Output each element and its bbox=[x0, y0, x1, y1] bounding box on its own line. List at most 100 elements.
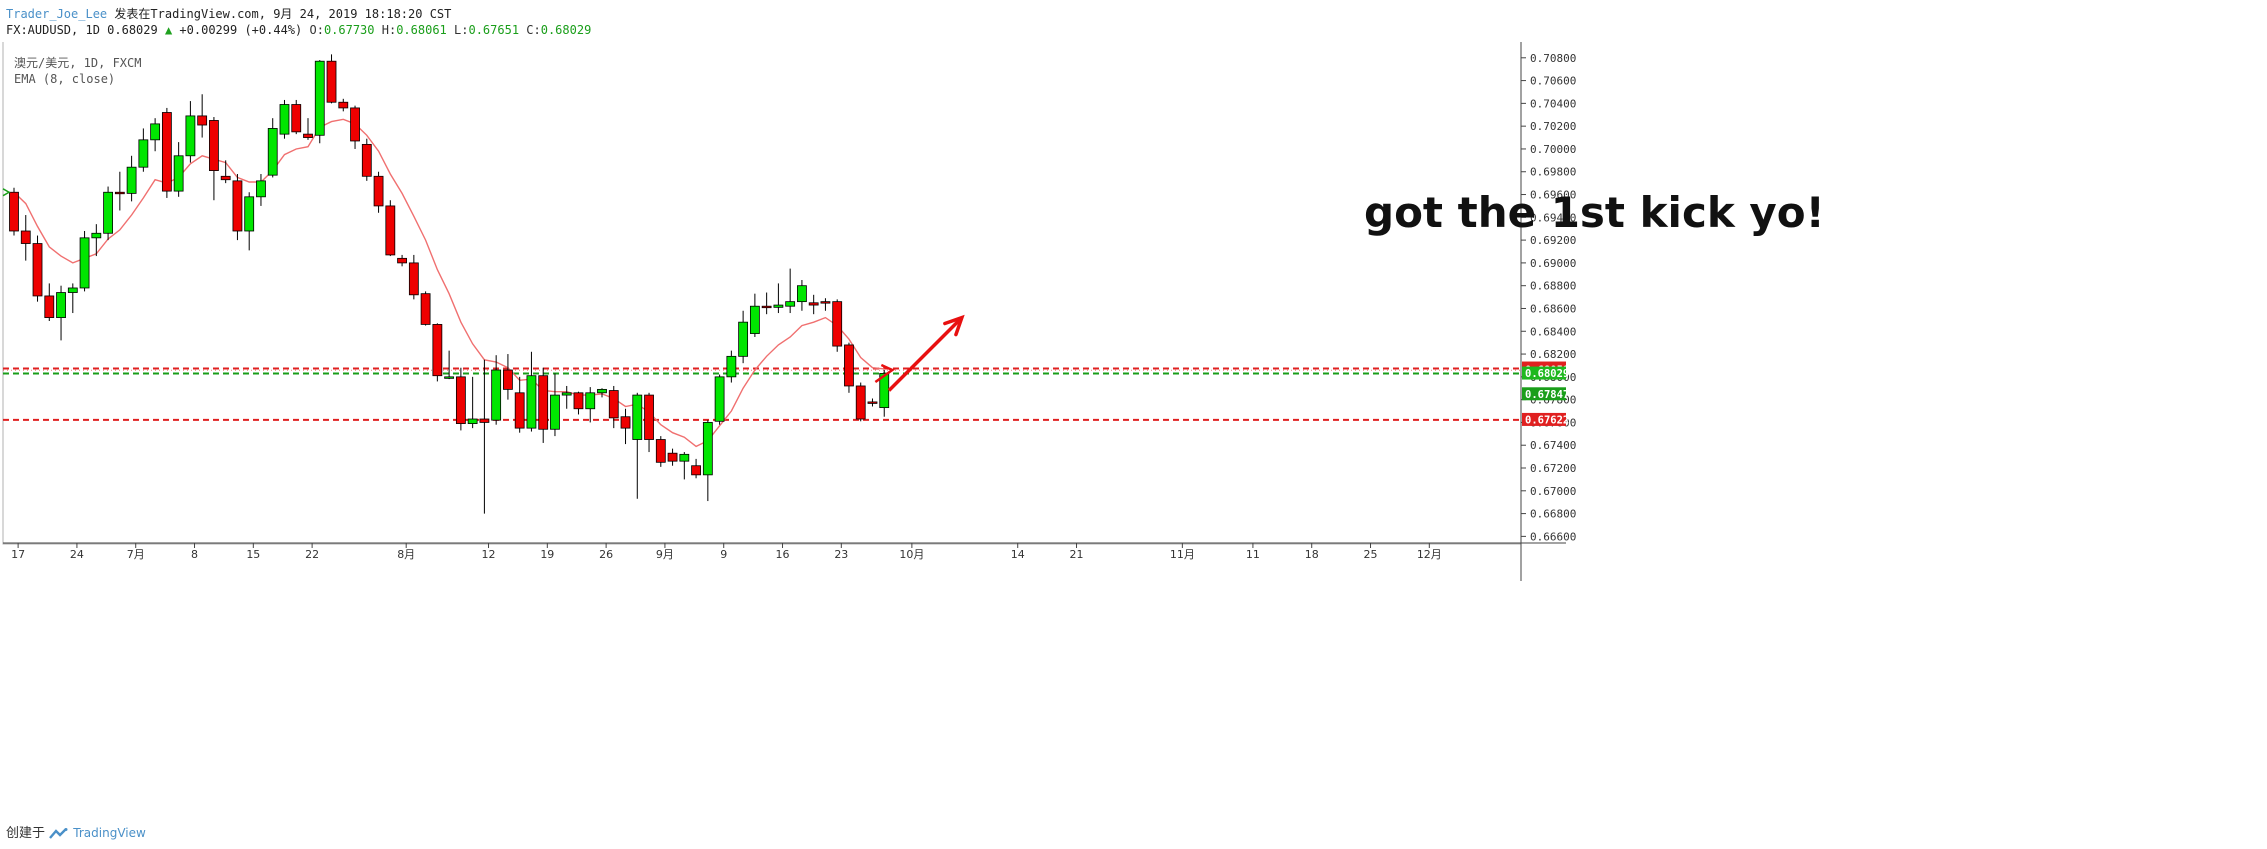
candle-body-down bbox=[197, 115, 208, 126]
candle bbox=[749, 293, 760, 337]
candle-body-down bbox=[20, 230, 31, 244]
candle-body-down bbox=[691, 465, 701, 476]
candle-body-down bbox=[420, 293, 431, 325]
legend-symbol: 澳元/美元, 1D, FXCM bbox=[14, 56, 142, 70]
candle bbox=[832, 299, 843, 352]
candle-body-down bbox=[455, 376, 466, 424]
y-tick-label: 0.68400 bbox=[1530, 325, 1576, 338]
candle-body-down bbox=[644, 394, 654, 440]
candle bbox=[9, 187, 19, 236]
candle-body-up bbox=[585, 392, 596, 410]
candle-body-down bbox=[432, 324, 443, 377]
x-tick-label: 9月 bbox=[656, 548, 674, 561]
candle-body-up bbox=[67, 287, 78, 293]
candle-body-down bbox=[32, 243, 43, 297]
author-link[interactable]: Trader_Joe_Lee bbox=[6, 7, 108, 21]
high-value: 0.68061 bbox=[396, 23, 447, 37]
published-info: 发表在TradingView.com, 9月 24, 2019 18:18:20… bbox=[114, 7, 452, 21]
candle bbox=[479, 359, 490, 514]
x-tick-label: 16 bbox=[776, 548, 790, 561]
candle-body-up bbox=[738, 321, 749, 357]
y-tick-label: 0.68200 bbox=[1530, 348, 1576, 361]
publish-line: Trader_Joe_Lee 发表在TradingView.com, 9月 24… bbox=[6, 5, 451, 22]
candle bbox=[608, 385, 619, 429]
candlestick-chart[interactable]: 0.710000.708000.706000.704000.702000.700… bbox=[0, 42, 2267, 824]
x-tick-label: 22 bbox=[305, 548, 319, 561]
candle bbox=[103, 186, 113, 241]
y-tick-label: 0.67400 bbox=[1530, 439, 1576, 452]
close-value: 0.68029 bbox=[540, 23, 592, 37]
candle-body-up bbox=[879, 373, 890, 409]
y-tick-label: 0.70200 bbox=[1530, 120, 1576, 133]
tradingview-logo-icon bbox=[49, 826, 73, 841]
candle bbox=[503, 354, 513, 400]
candle-body-down bbox=[514, 392, 525, 429]
candle-body-down bbox=[867, 401, 878, 404]
candle bbox=[867, 398, 878, 407]
symbol-price: FX:AUDUSD, 1D 0.68029 bbox=[6, 23, 158, 37]
candle-body-up bbox=[749, 305, 760, 334]
candle-body-down bbox=[844, 344, 854, 387]
candle-body-down bbox=[608, 390, 619, 419]
price-tag: 0.68029 bbox=[1522, 366, 1569, 380]
candle bbox=[209, 117, 219, 201]
candle bbox=[232, 174, 243, 241]
candle bbox=[161, 107, 172, 198]
x-tick-label: 11月 bbox=[1170, 548, 1195, 561]
candle bbox=[632, 392, 643, 499]
candle-body-up bbox=[244, 196, 255, 232]
close-label: C: bbox=[526, 23, 541, 37]
candle bbox=[561, 385, 572, 409]
y-tick-label: 0.66600 bbox=[1530, 530, 1576, 543]
candle bbox=[444, 350, 455, 380]
price-tag-bg bbox=[1522, 366, 1566, 380]
open-label: O: bbox=[309, 23, 324, 37]
candle-body-up bbox=[702, 422, 713, 476]
price-tag: 0.67622 bbox=[1522, 412, 1569, 426]
x-tick-label: 12 bbox=[482, 548, 496, 561]
candle-body-up bbox=[797, 285, 807, 303]
y-tick-label: 0.69800 bbox=[1530, 166, 1576, 179]
candle bbox=[397, 254, 407, 267]
footer: 创建于 TradingView bbox=[6, 822, 146, 841]
candle bbox=[514, 376, 525, 433]
candle-body-up bbox=[597, 388, 607, 394]
candle bbox=[314, 60, 325, 144]
x-tick-label: 25 bbox=[1364, 548, 1378, 561]
candle bbox=[126, 155, 137, 202]
candle-body-down bbox=[832, 301, 843, 347]
footer-brand[interactable]: TradingView bbox=[73, 826, 146, 840]
x-tick-label: 18 bbox=[1305, 548, 1319, 561]
y-tick-label: 0.69200 bbox=[1530, 234, 1576, 247]
candle bbox=[538, 367, 549, 443]
candle-body-up bbox=[185, 115, 196, 157]
candle-body-up bbox=[467, 418, 478, 424]
small-arrow-icon bbox=[874, 363, 895, 384]
candle bbox=[714, 374, 725, 425]
candle-body-up bbox=[267, 128, 278, 176]
up-triangle-icon: ▲ bbox=[164, 23, 173, 37]
candle-body-down bbox=[326, 60, 337, 103]
low-label: L: bbox=[454, 23, 469, 37]
candle bbox=[820, 298, 831, 311]
candle-body-down bbox=[114, 191, 125, 195]
y-tick-label: 0.69600 bbox=[1530, 189, 1576, 202]
candle-body-down bbox=[338, 101, 349, 109]
ema-line bbox=[13, 118, 885, 448]
candle-body-up bbox=[256, 180, 266, 198]
candle bbox=[667, 448, 678, 466]
candle-body-up bbox=[138, 139, 149, 168]
candle bbox=[738, 310, 749, 364]
candle-body-down bbox=[397, 257, 407, 264]
x-tick-label: 8月 bbox=[397, 548, 415, 561]
candle bbox=[185, 101, 196, 163]
candle bbox=[267, 118, 278, 178]
candle-body-down bbox=[385, 205, 396, 256]
y-tick-label: 0.67000 bbox=[1530, 485, 1576, 498]
price-tag-bg bbox=[1522, 412, 1566, 426]
candle bbox=[67, 283, 78, 314]
y-tick-label: 0.70600 bbox=[1530, 75, 1576, 88]
candle bbox=[220, 160, 231, 184]
candle bbox=[491, 355, 502, 425]
candle bbox=[879, 370, 890, 417]
